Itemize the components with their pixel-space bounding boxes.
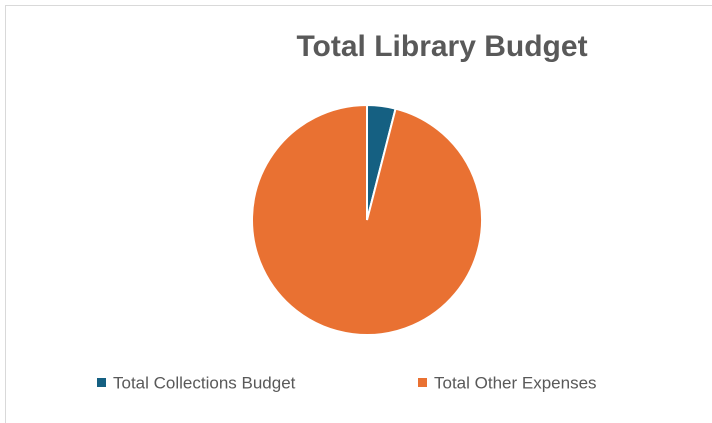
legend-label: Total Collections Budget bbox=[113, 373, 296, 392]
chart-title: Total Library Budget bbox=[296, 30, 587, 63]
legend-marker bbox=[97, 378, 106, 387]
pie-slice bbox=[251, 103, 483, 336]
legend-marker bbox=[418, 378, 427, 387]
legend-label: Total Other Expenses bbox=[434, 373, 597, 392]
